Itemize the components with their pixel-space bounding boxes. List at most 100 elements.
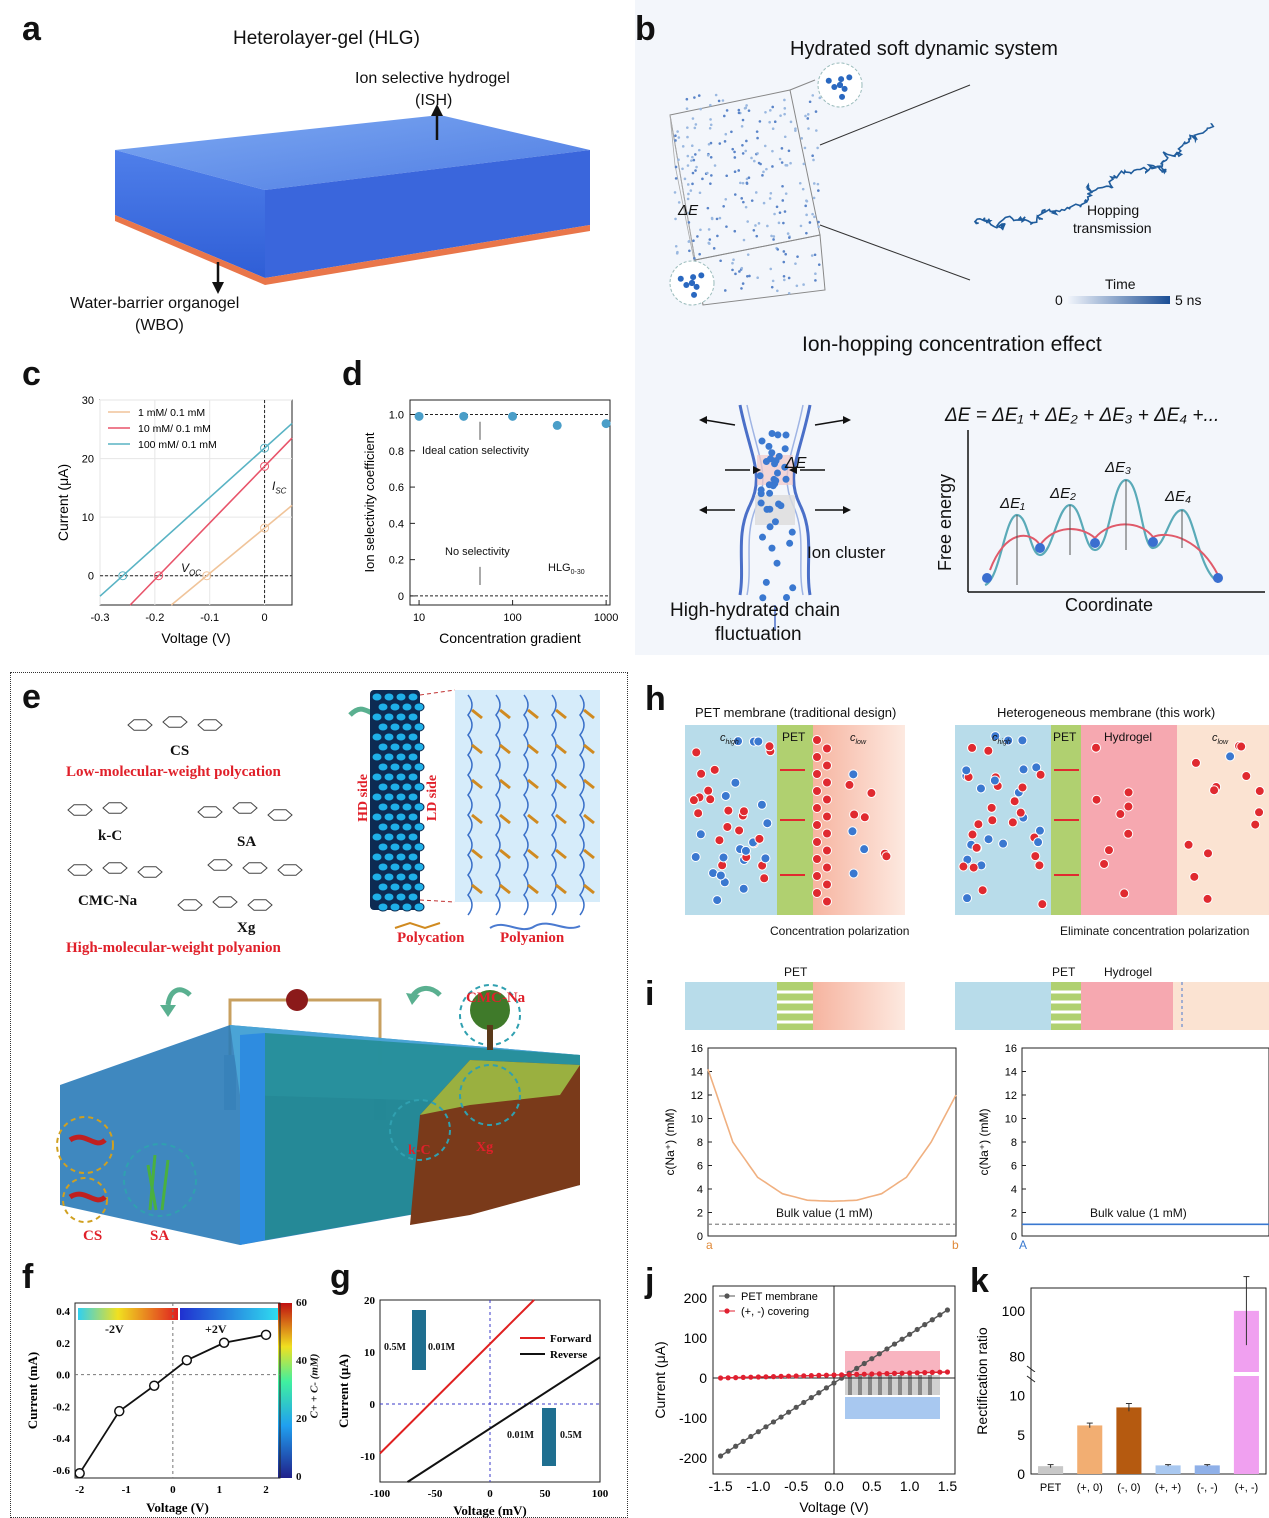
c-ytick-0: 0 [88,571,94,583]
k-bar-1 [1077,1425,1103,1474]
j-series-1-point-14 [823,1372,830,1378]
i-right-ylabel: c(Na⁺) (mM) [977,1109,991,1176]
j-series-0-point-28 [929,1317,935,1323]
f-point-4 [218,1337,230,1349]
panel-label-f: f [22,1258,34,1296]
hopping-label-line1: Hopping [1087,202,1140,218]
c-series-line-1 [129,437,293,606]
ld-side-label: LD side [425,774,441,822]
j-xtick--1.5: -1.5 [709,1478,733,1494]
c-isc-marker-0 [260,523,270,533]
j-series-0-point-15 [831,1380,837,1386]
g-xtick-100: 100 [592,1488,609,1500]
k-ytick-5: 5 [1017,1427,1025,1443]
g-ytick--10: -10 [360,1451,375,1463]
h-right-caption: Eliminate concentration polarization [1060,924,1250,938]
j-series-0-point-2 [733,1443,739,1449]
chart-d: 10 100 1000 0 0.2 0.4 0.6 0.8 1.0 Concentration g… [362,399,618,646]
i-right-ytick-4: 4 [1011,1184,1017,1196]
g-legend-label-1: Reverse [550,1349,587,1361]
c-series-line-2 [99,422,293,597]
i-left-ytick-6: 6 [697,1161,703,1173]
d-xtick-10: 10 [413,612,425,624]
h-left-caption: Concentration polarization [770,924,910,938]
j-series-0-point-18 [854,1365,860,1371]
j-xtick-1.5: 1.5 [938,1478,958,1494]
scene-xg-label: Xg [476,1140,494,1155]
h-right-pet: PET [1053,730,1077,744]
h-left-pet: PET [782,730,806,744]
f-ytick-0.2: 0.2 [56,1338,70,1350]
j-series-0-point-14 [823,1385,830,1391]
i-left-concentration-curve [707,1068,957,1203]
f-ytick-0.0: 0.0 [56,1370,70,1382]
g-left-conc-b: 0.01M [428,1342,455,1353]
f-ytick--0.4: -0.4 [53,1433,71,1445]
barrier-1: ΔE₁ [1000,495,1025,512]
annot-none: No selectivity [445,546,510,558]
c-isc-marker-2 [260,443,270,453]
md-simulation-box [669,62,1215,306]
panel-label-j: j [645,1262,655,1300]
scene-sa-label: SA [150,1228,170,1244]
j-series-1-point-8 [778,1373,784,1379]
j-series-0-point-12 [808,1395,814,1401]
i-right-ytick-12: 12 [1005,1090,1017,1102]
g-xtick--50: -50 [428,1488,443,1500]
panel-label-k: k [970,1262,989,1300]
chart-j: -1.5 -1.0 -0.5 0.0 0.5 1.0 1.5 200 100 0 -100 -200 P… [652,1285,958,1515]
j-series-1-point-20 [869,1371,875,1377]
j-series-1-point-21 [876,1371,882,1377]
k-ytick-10: 10 [1009,1388,1025,1404]
k-ytick-80: 80 [1009,1349,1025,1365]
hlg-title: Heterolayer-gel (HLG) [233,28,420,49]
g-series-line-0 [379,1299,535,1455]
panel-label-i: i [645,975,655,1013]
i-right-bulk: Bulk value (1 mM) [1090,1206,1187,1220]
k-ylabel: Rectification ratio [974,1327,990,1435]
j-series-0-point-5 [755,1429,761,1435]
panel-a: a Heterolayer-gel (HLG) Ion selective hy… [0,0,630,350]
f-ylabel: Current (mA) [25,1352,40,1429]
g-xtick-50: 50 [540,1488,552,1500]
j-series-1-point-12 [808,1373,814,1379]
free-energy-plot [967,430,1265,593]
delta-e-label: ΔE [678,202,699,219]
j-series-0-point-19 [861,1360,867,1367]
chart-g: -100 -50 0 50 100-1001020ForwardReverseVolta… [336,1295,609,1518]
cbar-tick-60: 60 [296,1297,307,1309]
membrane-comparison-diagram [685,725,1269,915]
j-legend-marker-1 [724,1308,730,1314]
i-left-ytick-16: 16 [691,1043,703,1055]
c-isc-marker-1 [260,461,270,471]
c-xtick--0.3: -0.3 [91,612,110,624]
j-series-0-point-13 [816,1390,822,1396]
scene-cs-label: CS [83,1228,103,1244]
i-right-pet: PET [1052,965,1076,979]
f-point-2 [148,1380,160,1391]
g-xtick-0: 0 [487,1488,493,1500]
h-left-title: PET membrane (traditional design) [695,705,897,720]
h-left-chigh: chigh [720,732,739,747]
h-right-chigh: chigh [992,732,1011,747]
k-bar-0 [1038,1466,1064,1474]
c-ytick-20: 20 [82,454,94,466]
i-right-hydrogel: Hydrogel [1104,965,1153,979]
f-neg-label: -2V [105,1322,124,1336]
c-xtick--0.2: -0.2 [145,612,164,624]
f-pos-label: +2V [205,1322,227,1336]
j-series-1-point-7 [770,1374,777,1380]
xg-label: Xg [237,920,256,936]
h-right-title: Heterogeneous membrane (this work) [997,705,1216,720]
j-series-0-point-22 [884,1346,890,1352]
panel-label-b: b [635,10,656,48]
j-series-1-point-22 [884,1371,890,1377]
j-ytick-100: 100 [684,1330,708,1346]
i-right-ytick-10: 10 [1005,1114,1017,1126]
polycation-label: Polycation [397,930,465,946]
j-series-1-point-10 [793,1373,799,1379]
chart-c: -0.3 -0.2 -0.1 0 0 10 20 30 1 mM/ 0.1 mM 10 mM/ 0… [55,395,293,646]
panel-label-c: c [22,355,41,393]
j-ytick-0: 0 [699,1370,707,1386]
barrier-2: ΔE₂ [1050,485,1076,502]
